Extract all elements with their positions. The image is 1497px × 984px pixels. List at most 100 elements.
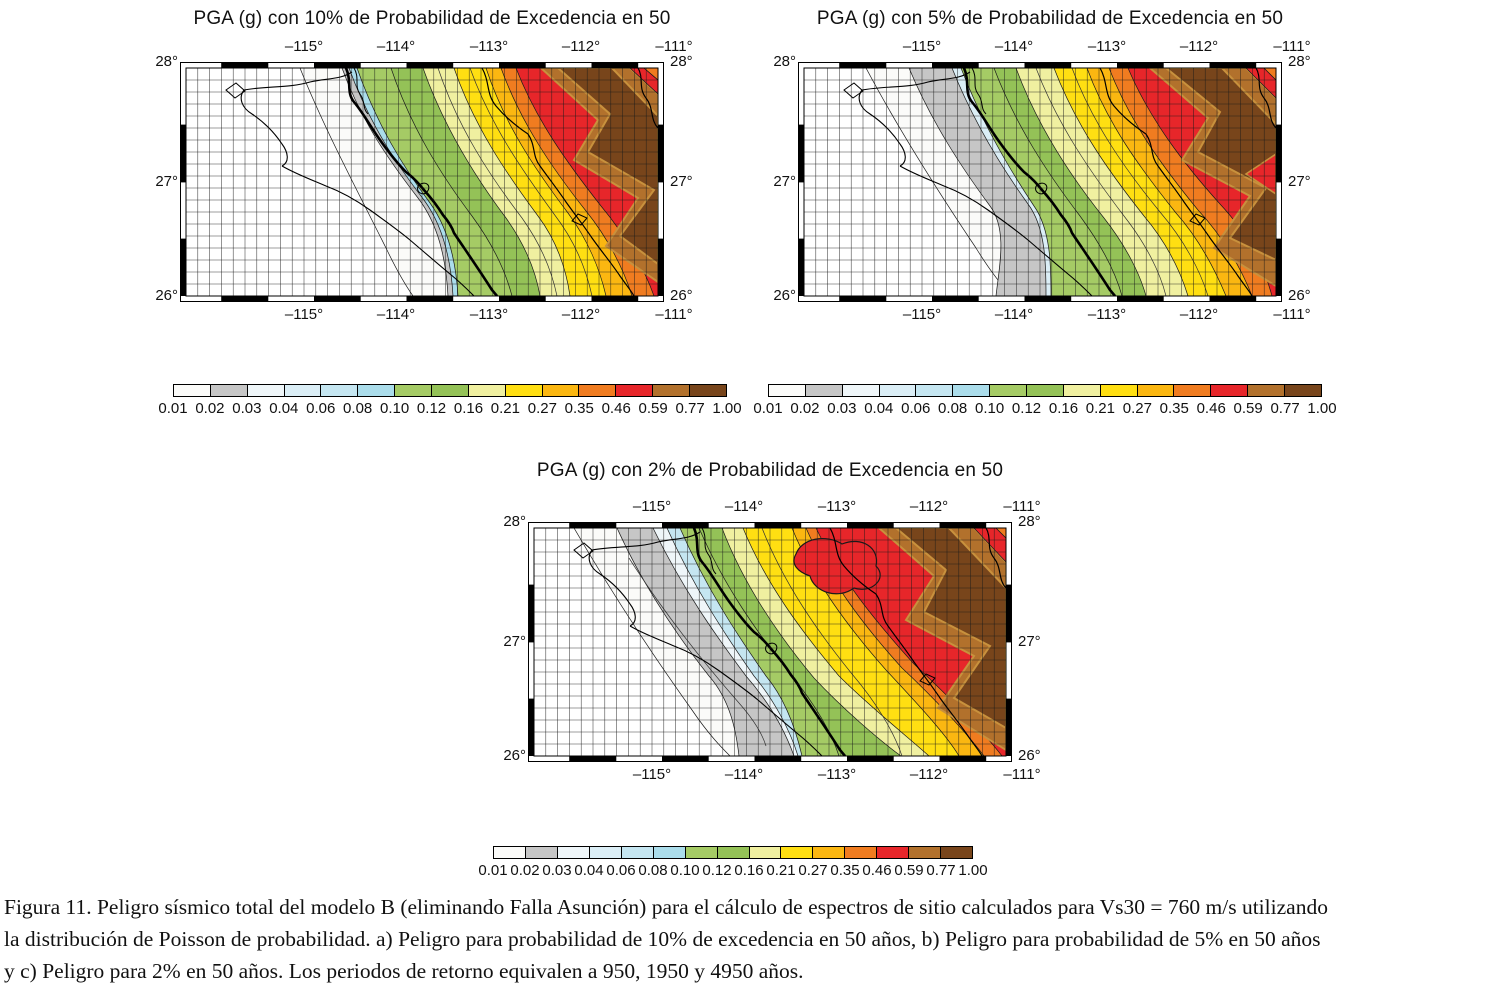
colorbar-cell (557, 847, 590, 858)
lon-label: –114° (376, 38, 416, 55)
colorbar-cell (1063, 385, 1101, 396)
lat-label: 28° (1288, 53, 1311, 70)
colorbar-cell (542, 385, 580, 396)
colorbar-cell (505, 385, 543, 396)
colorbar-cell (621, 847, 654, 858)
colorbar-cell (916, 385, 954, 396)
lat-label: 28° (1018, 513, 1041, 530)
lon-label: –113° (817, 766, 857, 783)
lat-label: 28° (503, 513, 526, 530)
colorbar-tick-label: 0.02 (195, 400, 225, 417)
lon-label: –112° (1179, 38, 1219, 55)
colorbar-tick-label: 0.21 (766, 862, 796, 879)
colorbar-tick-label: 0.77 (675, 400, 705, 417)
colorbar-tick-label: 0.46 (1196, 400, 1226, 417)
colorbar-cell (174, 385, 211, 396)
map-frame (180, 62, 664, 302)
colorbar-tick-label: 1.00 (1307, 400, 1337, 417)
lat-label: 27° (670, 173, 693, 190)
colorbar-cell (953, 385, 991, 396)
coastline (225, 68, 658, 296)
colorbar-cell (1137, 385, 1175, 396)
lon-label: –111° (1273, 306, 1311, 323)
colorbar-tick-label: 0.16 (1048, 400, 1079, 417)
colorbar-tick-label: 0.46 (601, 400, 631, 417)
colorbar-tick-label: 0.02 (510, 862, 540, 879)
colorbar-cell (845, 847, 878, 858)
lon-label: –114° (994, 306, 1034, 323)
colorbar-tick-label: 0.77 (926, 862, 956, 879)
colorbar-tick-label: 0.03 (232, 400, 262, 417)
lat-label: 27° (155, 173, 178, 190)
colorbar-cell (494, 847, 526, 858)
colorbar-tick-label: 0.01 (478, 862, 508, 879)
lon-label: –114° (724, 498, 764, 515)
colorbar-cell (1211, 385, 1249, 396)
colorbar-cell (579, 385, 617, 396)
colorbar-cell (842, 385, 880, 396)
lat-label: 26° (773, 287, 796, 304)
lon-label: –115° (902, 38, 942, 55)
colorbar-cell (358, 385, 396, 396)
lon-label: –112° (909, 766, 949, 783)
lon-label: –115° (902, 306, 942, 323)
map-b: –115° –114° –113° –112° –111° 28° 27° 26… (768, 38, 1328, 330)
colorbar-tick-label: 0.27 (798, 862, 828, 879)
colorbar-tick-label: 0.03 (542, 862, 572, 879)
map-a-canvas (180, 62, 664, 302)
colorbar-tick-label: 0.59 (1233, 400, 1263, 417)
lat-label: 27° (1018, 633, 1041, 650)
colorbar-tick-label: 0.12 (1011, 400, 1042, 417)
map-c: –115° –114° –113° –112° –111° 28° 27° 26… (498, 498, 1058, 790)
colorbar-tick-label: 0.27 (1122, 400, 1152, 417)
colorbar-cell (653, 847, 686, 858)
colorbar-cell (321, 385, 359, 396)
map-c-title: PGA (g) con 2% de Probabilidad de Excede… (536, 460, 1004, 481)
lat-label: 27° (773, 173, 796, 190)
colorbar-cell (1285, 385, 1321, 396)
colorbar-tick-label: 0.04 (864, 400, 894, 417)
colorbar-cell (589, 847, 622, 858)
lon-label: –111° (1273, 38, 1311, 55)
colorbar-cell (247, 385, 285, 396)
lon-label: –115° (632, 498, 672, 515)
intermediate-contours (1035, 68, 1209, 296)
colorbar-tick-label: 0.16 (453, 400, 484, 417)
colorbar-cell (781, 847, 814, 858)
colorbar-tick-label: 0.46 (862, 862, 892, 879)
lon-label: –113° (469, 306, 509, 323)
colorbar-tick-label: 0.77 (1270, 400, 1300, 417)
colorbar-tick-label: 0.10 (670, 862, 700, 879)
lat-label: 27° (503, 633, 526, 650)
lat-label: 26° (503, 747, 526, 764)
coastline (573, 528, 1006, 756)
map-b-canvas (798, 62, 1282, 302)
caption-line-3: y c) Peligro para 2% en 50 años. Los per… (4, 959, 804, 983)
caption-line-2: la distribución de Poisson de probabilid… (4, 927, 1321, 951)
colorbar-tick-label: 1.00 (712, 400, 742, 417)
coastline (843, 68, 1276, 296)
lon-label: –113° (1087, 38, 1127, 55)
colorbar-cell (1027, 385, 1064, 396)
lon-label: –115° (284, 306, 324, 323)
lon-label: –114° (376, 306, 416, 323)
colorbar-tick-label: 0.27 (527, 400, 557, 417)
lon-label: –111° (655, 38, 693, 55)
colorbar-cell (717, 847, 750, 858)
colorbar-tick-label: 0.03 (827, 400, 857, 417)
colorbar-cell (468, 385, 506, 396)
colorbar-cell (990, 385, 1028, 396)
colorbar-cell (877, 847, 910, 858)
colorbar-tick-label: 0.08 (938, 400, 968, 417)
colorbar-cell (1248, 385, 1286, 396)
colorbar-cell (525, 847, 558, 858)
colorbar-tick-label: 0.06 (606, 862, 636, 879)
lat-label: 28° (155, 53, 178, 70)
lon-label: –114° (994, 38, 1034, 55)
lon-label: –111° (1003, 766, 1041, 783)
caption-line-1: Figura 11. Peligro sísmico total del mod… (4, 895, 1328, 919)
colorbar-cell (690, 385, 726, 396)
map-b-title: PGA (g) con 5% de Probabilidad de Excede… (816, 8, 1284, 29)
lat-label: 26° (1288, 287, 1311, 304)
colorbar-tick-label: 0.04 (574, 862, 604, 879)
